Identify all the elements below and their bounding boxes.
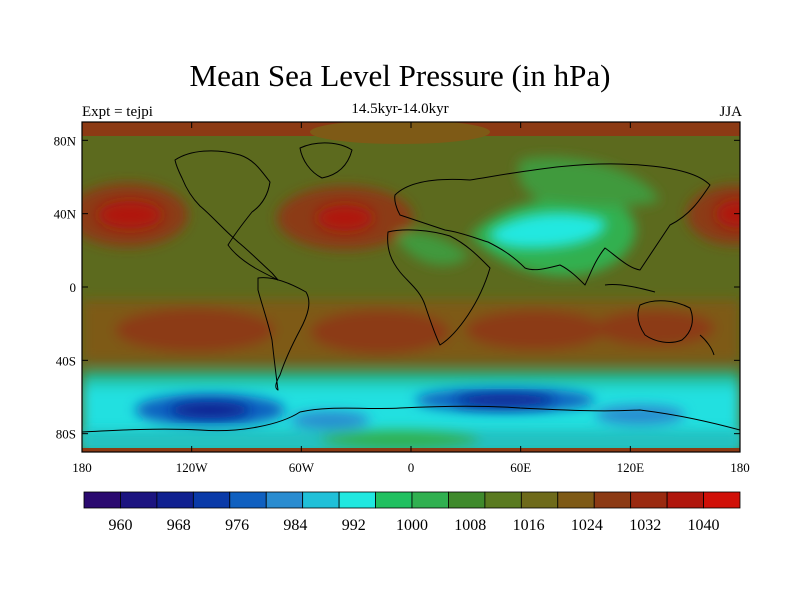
africa-coast: [387, 229, 491, 346]
y-tick-label: 80S: [56, 427, 76, 442]
y-axis: 80N 40N 0 40S 80S: [54, 133, 740, 442]
new-zealand-coast: [699, 334, 715, 356]
south-east-low: [595, 405, 685, 425]
colorbar-label: 1000: [396, 517, 428, 534]
north-america-coast: [174, 150, 279, 281]
australia-coast: [637, 300, 693, 343]
x-tick-label: 120W: [176, 460, 209, 475]
x-tick-label: 60E: [510, 460, 531, 475]
colorbar-swatch: [448, 491, 486, 509]
pressure-field: [82, 122, 740, 452]
eurasia-coast: [394, 163, 711, 286]
colorbar-swatch: [703, 491, 741, 509]
south-pacific-high: [115, 308, 275, 352]
coastlines: [82, 142, 740, 433]
x-tick-label: 60W: [289, 460, 315, 475]
season-label: JJA: [719, 104, 742, 120]
indian-ocean-high: [465, 310, 605, 350]
map-title: Mean Sea Level Pressure (in hPa): [189, 58, 611, 93]
africa-green: [395, 231, 470, 266]
colorbar-label: 976: [225, 517, 249, 534]
colorbar-label: 968: [167, 517, 191, 534]
colorbar-swatch: [520, 491, 559, 509]
north-pacific-high-core: [98, 201, 162, 229]
colorbar-label: 960: [108, 517, 132, 534]
south-pacific-low-core: [170, 402, 250, 418]
indonesia-coast: [604, 284, 656, 293]
colorbar-swatch: [156, 491, 194, 509]
colorbar-swatch: [265, 491, 304, 509]
colorbar-swatch: [120, 491, 158, 509]
south-america-coast: [257, 277, 310, 391]
pacific-high-east-core: [716, 200, 740, 228]
antarctica-coast: [82, 405, 740, 433]
colorbar-swatch: [83, 491, 121, 509]
y-tick-label: 80N: [54, 133, 77, 148]
x-tick-label: 180: [730, 460, 750, 475]
experiment-label: Expt = tejpi: [82, 104, 153, 120]
x-tick-label: 0: [408, 460, 415, 475]
colorbar-label: 1016: [513, 517, 545, 534]
colorbar-swatch: [484, 491, 522, 509]
arctic-high-patch: [310, 122, 490, 144]
colorbar-swatch: [411, 491, 449, 509]
colorbar-swatch: [338, 491, 376, 509]
colorbar-label: 1032: [629, 517, 661, 534]
colorbar-label: 992: [342, 517, 366, 534]
colorbar-swatch: [557, 491, 595, 509]
colorbar-swatch: [593, 491, 632, 509]
y-tick-label: 40N: [54, 207, 77, 222]
pacific-high-east-outer: [687, 185, 740, 245]
x-tick-label: 120E: [617, 460, 645, 475]
colorbar: 960 968 976 984 992 1000 1008 1016 1024 1032 1040: [83, 491, 741, 534]
y-tick-label: 40S: [56, 353, 76, 368]
antarctica-green: [320, 430, 480, 450]
colorbar-label: 1024: [571, 517, 603, 534]
colorbar-swatch: [192, 491, 231, 509]
weddell-low: [290, 411, 370, 429]
greenland-coast: [299, 142, 353, 179]
map-subtitle: 14.5kyr-14.0kyr: [351, 101, 449, 117]
colorbar-swatch: [630, 491, 668, 509]
x-axis: 180 120W 60W 0 60E 120E 180: [72, 122, 750, 475]
siberia-green: [518, 156, 660, 206]
colorbar-swatch: [302, 491, 340, 509]
colorbar-label: 1008: [454, 517, 486, 534]
south-indian-low-core: [455, 394, 555, 406]
colorbar-label: 1040: [688, 517, 720, 534]
colorbar-swatch: [666, 491, 704, 509]
x-tick-label: 180: [72, 460, 92, 475]
south-atlantic-high: [310, 310, 450, 354]
colorbar-swatch: [229, 491, 267, 509]
asian-low-core: [489, 212, 606, 249]
y-tick-label: 0: [70, 280, 77, 295]
colorbar-swatch: [375, 491, 413, 509]
azores-high-core: [317, 205, 373, 231]
colorbar-label: 984: [283, 517, 307, 534]
